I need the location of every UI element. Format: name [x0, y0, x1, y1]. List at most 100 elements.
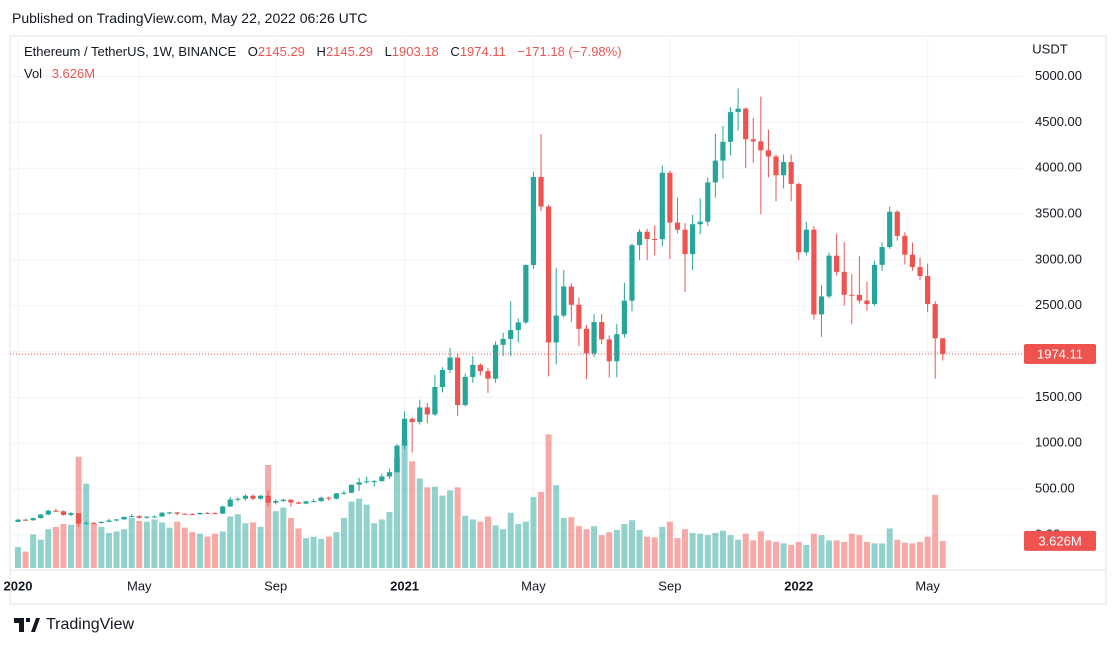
volume-bar [484, 516, 491, 568]
volume-bar [924, 536, 931, 568]
volume-bar [628, 520, 635, 568]
candle-body [636, 231, 643, 246]
candle-body [341, 492, 347, 494]
volume-bar [689, 532, 696, 568]
candle-body [871, 264, 878, 305]
candle-body [242, 495, 248, 499]
x-tick-label: May [521, 578, 546, 593]
candle-body [91, 522, 97, 524]
candle-body [652, 238, 658, 240]
volume-bar [98, 526, 105, 568]
candle-body [273, 500, 279, 503]
candle-body [599, 322, 605, 340]
x-tick-label: May [915, 578, 940, 593]
volume-bar [810, 533, 817, 568]
volume-bar [431, 486, 438, 568]
candle-body [364, 481, 370, 483]
volume-bar [666, 521, 673, 568]
candle-body [394, 445, 400, 473]
candle-body [295, 502, 302, 504]
candle-body [212, 513, 218, 515]
volume-bar [113, 531, 120, 568]
volume-bar [575, 526, 582, 568]
candle-body [76, 513, 82, 524]
volume-bar [545, 434, 552, 568]
candle-body [227, 499, 233, 507]
candle-body [606, 339, 612, 362]
brand-logo [14, 618, 40, 632]
volume-bar [848, 533, 855, 568]
brand-name: TradingView [46, 616, 135, 633]
volume-bar [340, 517, 347, 568]
candle-body [477, 364, 483, 372]
volume-bar [886, 528, 893, 568]
volume-bar [83, 483, 90, 568]
volume-bar [871, 543, 878, 568]
volume-bar [310, 536, 317, 568]
candle-body [129, 516, 135, 518]
volume-bar [515, 523, 522, 568]
candle-body [720, 141, 726, 161]
volume-bar [416, 478, 423, 568]
candle-body [849, 294, 855, 296]
candle-body [856, 294, 862, 301]
candle-body [932, 304, 938, 339]
volume-bar [272, 511, 279, 568]
volume-bar [750, 540, 757, 568]
candle-body [818, 296, 825, 315]
grid-layer [10, 38, 1022, 570]
candle-body [303, 501, 309, 504]
candle-body [887, 211, 893, 248]
candle-body [811, 229, 817, 315]
volume-bar [159, 522, 166, 568]
candle-body [333, 493, 339, 499]
candle-body [902, 235, 908, 255]
candle-body [780, 162, 787, 176]
ohlc-value: 1903.18 [391, 44, 439, 59]
candle-body [30, 518, 36, 521]
volume-bar [287, 517, 294, 568]
candle-body [629, 245, 635, 301]
candle-body [197, 512, 203, 515]
volume-bar [45, 529, 52, 568]
candle-body [765, 150, 772, 157]
candle-body [280, 499, 286, 501]
candle-body [546, 206, 552, 343]
volume-bar [651, 537, 658, 568]
candle-body [326, 497, 332, 499]
y-tick-label: 1500.00 [1035, 389, 1082, 404]
candle-body [909, 254, 916, 268]
volume-bar [712, 532, 719, 568]
x-tick-label: 2021 [390, 578, 419, 593]
candle-body [727, 112, 734, 142]
volume-bar [439, 495, 446, 568]
y-tick-label: 1000.00 [1035, 435, 1082, 450]
ohlc-letter: L [384, 44, 392, 59]
volume-bar [644, 536, 651, 568]
volume-bar [90, 523, 97, 568]
candle-body [455, 357, 461, 406]
volume-bar [181, 527, 188, 568]
volume-bar [227, 516, 234, 568]
candle-body [894, 211, 900, 236]
candle-body [515, 322, 521, 331]
volume-bar [879, 543, 886, 568]
candle-body [523, 264, 529, 323]
volume-bar [674, 538, 681, 568]
volume-bar [500, 529, 507, 568]
ohlc-value: 2145.29 [325, 44, 373, 59]
volume-bar [894, 539, 901, 568]
candle-body [151, 516, 158, 518]
volume-bar [265, 464, 272, 568]
volume-bar [863, 541, 870, 568]
candle-body [318, 497, 324, 502]
volume-bar [856, 535, 863, 568]
candle-body [144, 516, 150, 518]
x-tick-label: 2020 [4, 578, 33, 593]
volume-bar [636, 529, 643, 568]
candle-body [182, 513, 188, 515]
volume-bar [553, 485, 560, 568]
volume-bar [591, 526, 598, 568]
volume-bar [659, 526, 666, 568]
